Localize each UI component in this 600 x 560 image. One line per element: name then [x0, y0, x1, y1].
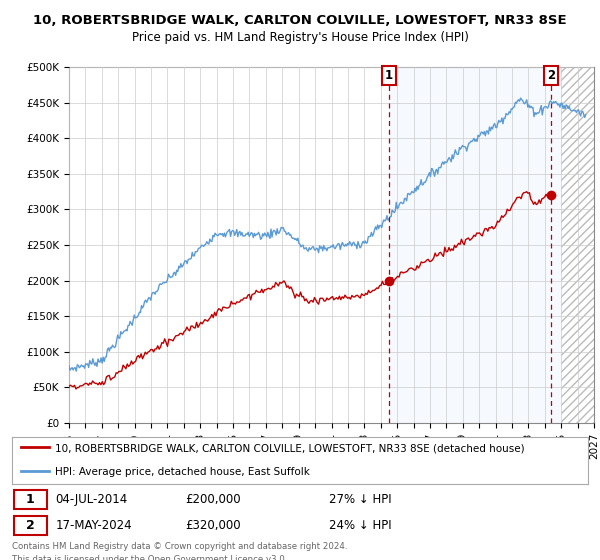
Text: Price paid vs. HM Land Registry's House Price Index (HPI): Price paid vs. HM Land Registry's House …: [131, 31, 469, 44]
Text: 27% ↓ HPI: 27% ↓ HPI: [329, 493, 391, 506]
Text: £320,000: £320,000: [185, 519, 241, 532]
Text: 24% ↓ HPI: 24% ↓ HPI: [329, 519, 391, 532]
FancyBboxPatch shape: [14, 490, 47, 509]
Text: 10, ROBERTSBRIDGE WALK, CARLTON COLVILLE, LOWESTOFT, NR33 8SE: 10, ROBERTSBRIDGE WALK, CARLTON COLVILLE…: [33, 14, 567, 27]
Bar: [389, 67, 594, 423]
Text: Contains HM Land Registry data © Crown copyright and database right 2024.
This d: Contains HM Land Registry data © Crown c…: [12, 542, 347, 560]
Text: 2: 2: [26, 519, 35, 532]
Text: 2: 2: [547, 69, 555, 82]
Text: 1: 1: [26, 493, 35, 506]
FancyBboxPatch shape: [14, 516, 47, 535]
Bar: [561, 67, 594, 423]
Text: HPI: Average price, detached house, East Suffolk: HPI: Average price, detached house, East…: [55, 467, 310, 477]
Text: 1: 1: [385, 69, 393, 82]
Text: 04-JUL-2014: 04-JUL-2014: [55, 493, 127, 506]
Text: £200,000: £200,000: [185, 493, 241, 506]
Text: 17-MAY-2024: 17-MAY-2024: [55, 519, 132, 532]
Text: 10, ROBERTSBRIDGE WALK, CARLTON COLVILLE, LOWESTOFT, NR33 8SE (detached house): 10, ROBERTSBRIDGE WALK, CARLTON COLVILLE…: [55, 443, 525, 453]
